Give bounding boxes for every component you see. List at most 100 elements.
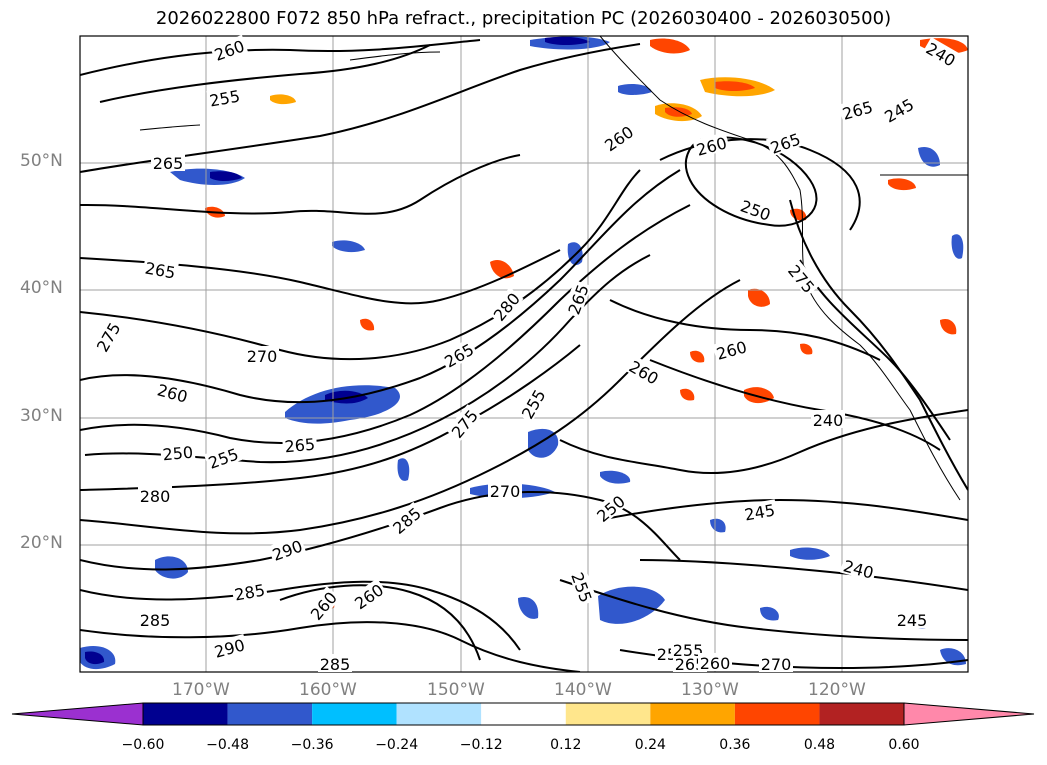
colorbar-segment bbox=[734, 703, 820, 725]
contour-label: 285 bbox=[320, 655, 351, 674]
precip-pos-patch bbox=[715, 81, 755, 91]
contour-label-bg bbox=[568, 567, 598, 607]
contour-label: 240 bbox=[813, 411, 844, 430]
precip-pos-patch bbox=[360, 318, 375, 331]
contour-label: 240 bbox=[841, 556, 875, 582]
precip-neg-patch bbox=[545, 36, 590, 45]
colorbar-tick-label: −0.12 bbox=[459, 737, 503, 753]
contour-label-bg bbox=[838, 96, 876, 123]
colorbar-tick-label: 0.60 bbox=[888, 737, 920, 753]
contour-label: 270 bbox=[490, 482, 521, 501]
contour-label-bg bbox=[387, 501, 425, 538]
precip-neg-patch bbox=[285, 385, 400, 424]
precip-pos-patch bbox=[490, 259, 514, 279]
contour-label-bg bbox=[591, 489, 629, 526]
contour-label: 285 bbox=[140, 611, 171, 630]
contour-label: 255 bbox=[206, 444, 241, 472]
precip-pos-patch bbox=[744, 387, 774, 404]
precip-neg-patch bbox=[710, 518, 726, 533]
refractivity-contours bbox=[80, 39, 968, 672]
contour-label-bg bbox=[138, 486, 172, 504]
precip-neg-patch bbox=[760, 606, 779, 621]
contour-label: 245 bbox=[897, 611, 928, 630]
precip-pos-patch bbox=[690, 350, 705, 363]
contour-label-bg bbox=[759, 654, 793, 672]
precip-neg-patch bbox=[85, 651, 105, 665]
colorbar-segment bbox=[819, 703, 904, 725]
contour-label-bg bbox=[765, 127, 805, 157]
contour-label-bg bbox=[160, 441, 196, 463]
coastline bbox=[139, 36, 968, 501]
contour-label-bg bbox=[206, 85, 243, 109]
contour-label-bg bbox=[741, 499, 778, 523]
precip-neg-patch bbox=[155, 556, 188, 579]
contour-label: 265 bbox=[153, 154, 184, 173]
contour-label-bg bbox=[625, 355, 664, 388]
contour-label-bg bbox=[91, 317, 124, 356]
contour-label: 250 bbox=[593, 492, 629, 526]
precip-neg-patch bbox=[790, 547, 830, 560]
colorbar-tick-label: 0.48 bbox=[803, 737, 836, 753]
precip-pos-patch bbox=[800, 343, 813, 355]
map-plot-area bbox=[80, 36, 968, 672]
contour-label: 290 bbox=[270, 536, 305, 564]
contour-label-bg bbox=[304, 586, 341, 624]
contour-label-bg bbox=[516, 384, 549, 423]
contour-label: 265 bbox=[840, 97, 874, 123]
contour-label-bg bbox=[692, 132, 730, 159]
contour-label-bg bbox=[562, 279, 592, 319]
precip-neg-patch bbox=[397, 458, 410, 481]
precip-pos-patch bbox=[270, 94, 296, 105]
precip-pos-patch bbox=[748, 288, 770, 307]
contour-label: 270 bbox=[761, 655, 792, 674]
colorbar bbox=[11, 702, 1035, 726]
contour-label-bg bbox=[203, 442, 243, 472]
contour-label-bg bbox=[736, 194, 776, 224]
contour-label: 245 bbox=[743, 501, 776, 525]
colorbar-tick-label: −0.24 bbox=[375, 737, 419, 753]
colorbar-extend-low bbox=[11, 702, 144, 726]
contour-label: 275 bbox=[448, 406, 482, 442]
lat-label: 50°N bbox=[20, 151, 63, 171]
colorbar-tick-label: 0.24 bbox=[634, 737, 666, 753]
contour-label: 265 bbox=[675, 655, 706, 674]
precip-neg-patch bbox=[332, 240, 365, 253]
colorbar-segment bbox=[396, 703, 482, 725]
contour-label: 265 bbox=[768, 129, 803, 157]
contour-label-bg bbox=[445, 404, 482, 442]
precip-pos-patch bbox=[650, 38, 690, 54]
contour-label-bg bbox=[811, 410, 845, 428]
contour-label: 260 bbox=[700, 654, 731, 673]
contour-label-bg bbox=[282, 433, 318, 455]
contour-label-bg bbox=[599, 120, 638, 155]
precip-neg-patch bbox=[918, 146, 940, 167]
contour-label-bg bbox=[142, 257, 179, 281]
contour-label-bg bbox=[245, 346, 279, 364]
contour-label: 260 bbox=[212, 36, 247, 64]
colorbar-segment bbox=[227, 703, 313, 725]
contour-label-bg bbox=[840, 555, 878, 582]
colorbar-tick-label: −0.36 bbox=[290, 737, 334, 753]
contour-label: 250 bbox=[738, 196, 773, 224]
colorbar-segment bbox=[565, 703, 651, 725]
precip-neg-patch bbox=[518, 596, 539, 619]
contour-label: 255 bbox=[208, 87, 241, 111]
colorbar-segment bbox=[312, 703, 397, 725]
colorbar-tick-label: −0.48 bbox=[206, 737, 249, 753]
precip-neg-patch bbox=[598, 586, 665, 624]
contour-label-bg bbox=[698, 653, 732, 671]
contour-label-bg bbox=[267, 534, 307, 564]
contour-label-bg bbox=[488, 481, 522, 499]
contour-label-bg bbox=[439, 338, 478, 371]
contour-label-bg bbox=[922, 37, 961, 70]
precip-pos-patch bbox=[680, 388, 695, 401]
contour-label-bg bbox=[671, 640, 705, 658]
lat-label: 40°N bbox=[20, 278, 63, 298]
contour-label: 260 bbox=[694, 133, 728, 159]
colorbar-tick-label: −0.60 bbox=[121, 737, 165, 753]
colorbar-tick-label: 0.36 bbox=[719, 737, 751, 753]
contour-label-bg bbox=[151, 153, 185, 171]
contour-label: 285 bbox=[233, 581, 266, 605]
contour-label-bg bbox=[879, 93, 918, 126]
